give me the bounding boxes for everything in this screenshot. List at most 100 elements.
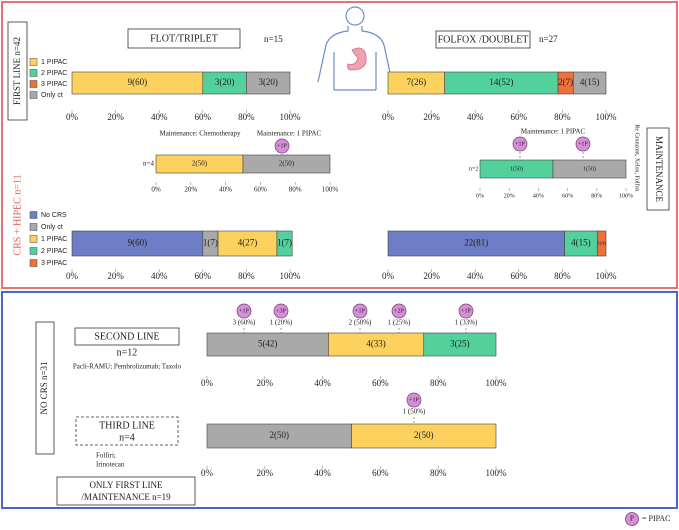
badge-label: +1P <box>409 397 419 403</box>
x-tick-label: 80% <box>238 271 255 281</box>
x-tick-label: 80% <box>430 468 447 478</box>
legend-label: No CRS <box>41 212 67 219</box>
legend-label: Only ct <box>41 224 63 231</box>
chart-note: Irinotecan <box>96 461 125 469</box>
upper-panel <box>1 1 678 289</box>
legend-swatch <box>29 80 38 88</box>
x-tick-label: 100% <box>619 193 633 199</box>
x-tick-label: 20% <box>107 271 124 281</box>
maintenance-box <box>646 127 670 211</box>
body-icon <box>317 6 393 91</box>
chart-title: FOLFOX /DOUBLET <box>438 34 529 45</box>
first-line-label: FIRST LINE n=42 <box>12 37 22 105</box>
title-box <box>127 28 241 49</box>
x-tick-label: 60% <box>372 468 389 478</box>
bar-segment <box>552 159 627 179</box>
legend-swatch <box>29 58 38 66</box>
x-tick-label: 40% <box>533 193 544 199</box>
legend-swatch <box>29 259 38 267</box>
bar-label: 2(7) <box>558 77 573 87</box>
bar-label: 5(42) <box>258 339 278 349</box>
chart-caption: Maintenance: 1 PIPAC <box>257 130 322 138</box>
x-tick-label: 80% <box>430 378 447 388</box>
chart-title: SECOND LINE <box>94 331 159 342</box>
chart-subtitle: n=4 <box>119 432 135 443</box>
no-crs-label: NO CRS n=31 <box>39 361 49 414</box>
legend-label: 2 PIPAC <box>41 70 67 77</box>
badge-label: +1P <box>239 308 249 314</box>
chart-subtitle: n=4 <box>143 160 154 168</box>
x-tick-label: 100% <box>280 271 302 281</box>
x-tick-label: 0% <box>66 271 79 281</box>
chart-subtitle: n=12 <box>117 347 138 358</box>
pipac-badge <box>236 303 252 319</box>
badge-count: 1 (25%) <box>388 319 411 327</box>
maintenance-regimens: Re Granzont, Xelox, Folfox <box>634 124 641 191</box>
x-tick-label: 60% <box>372 378 389 388</box>
legend-swatch <box>29 211 38 219</box>
bar-label: 2(50) <box>192 160 208 168</box>
chart-note: Pacli-RAMU; Pembrolizumab; Taxolo <box>73 363 182 371</box>
badge-label: +2P <box>394 308 404 314</box>
x-tick-label: 20% <box>423 271 440 281</box>
x-tick-label: 60% <box>195 271 212 281</box>
x-tick-label: 80% <box>591 193 602 199</box>
pipac-badge <box>391 303 407 319</box>
bar-label: 4(15) <box>571 238 591 248</box>
x-tick-label: 60% <box>254 186 267 194</box>
bar-label: 7(26) <box>407 77 427 87</box>
badge-label: +3P <box>276 308 286 314</box>
x-tick-label: 40% <box>467 271 484 281</box>
legend-label: 3 PIPAC <box>41 81 67 88</box>
bar-segment <box>572 71 607 95</box>
bar-segment <box>276 230 293 257</box>
x-tick-label: 0% <box>201 378 214 388</box>
first-line-box <box>7 21 28 121</box>
bar-label: 3(20) <box>258 77 278 87</box>
pipac-badge <box>575 136 591 152</box>
bar-segment <box>596 230 607 257</box>
crs-hipec-label: CRS + HIPEC n=11 <box>12 174 23 255</box>
legend-swatch <box>29 235 38 243</box>
badge-label: +1P <box>461 308 471 314</box>
x-tick-label: 20% <box>257 468 274 478</box>
badge-count: 1 (50%) <box>403 408 426 416</box>
legend-swatch <box>29 223 38 231</box>
x-tick-label: 80% <box>554 112 571 122</box>
bar-label: 4(33) <box>366 339 386 349</box>
legend-swatch <box>29 69 38 77</box>
pipac-badge <box>458 303 474 319</box>
x-tick-label: 60% <box>562 193 573 199</box>
bar-label: 4(27) <box>238 238 258 248</box>
bar-segment <box>564 230 598 257</box>
x-tick-label: 0% <box>476 193 484 199</box>
badge-count: 1 (33%) <box>455 319 478 327</box>
pipac-legend-symbol <box>625 512 639 526</box>
x-tick-label: 0% <box>382 112 395 122</box>
bar-label: 1(7) <box>203 238 218 248</box>
legend-label: 1 PIPAC <box>41 236 67 243</box>
badge-label: +1P <box>578 141 588 147</box>
x-tick-label: 80% <box>238 112 255 122</box>
x-tick-label: 40% <box>219 186 232 194</box>
bar-label: 9(60) <box>128 77 148 87</box>
pipac-badge <box>352 303 368 319</box>
bar-segment <box>246 71 291 95</box>
bar-label: 1(50) <box>583 165 596 172</box>
bar-label: 4(15) <box>580 77 600 87</box>
x-tick-label: 40% <box>467 112 484 122</box>
title-box <box>435 30 531 49</box>
bar-label: 2(50) <box>414 430 434 440</box>
pipac-badge <box>406 392 422 408</box>
chart-note: Folfiri; <box>96 452 116 460</box>
only-first-line-box <box>56 476 196 506</box>
x-tick-label: 80% <box>554 271 571 281</box>
x-tick-label: 100% <box>596 112 618 122</box>
chart-title: THIRD LINE <box>99 420 155 431</box>
chart-caption: Maintenance: 1 PIPAC <box>521 128 586 136</box>
x-tick-label: 60% <box>195 112 212 122</box>
legend-label: 3 PIPAC <box>41 260 67 267</box>
chart-subtitle: n=15 <box>264 34 283 44</box>
lower-panel <box>1 291 678 509</box>
